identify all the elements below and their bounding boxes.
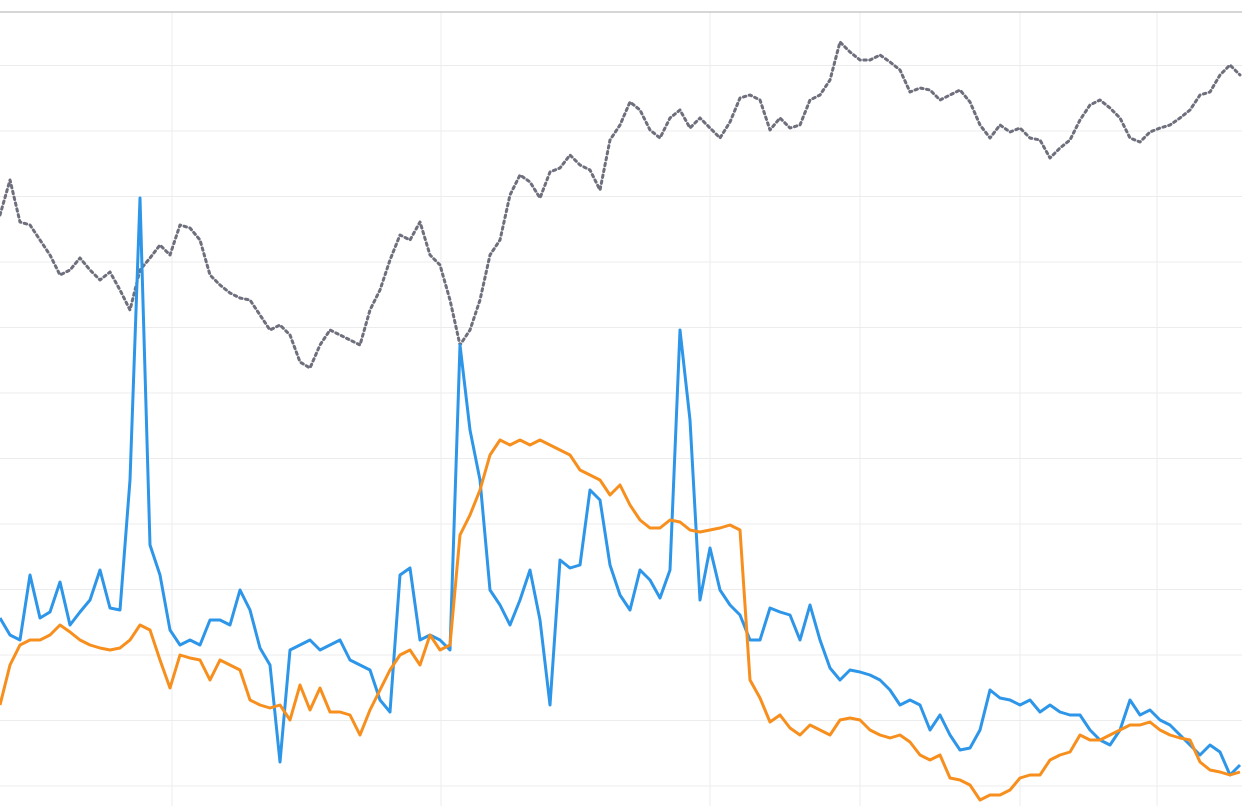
series-group <box>0 40 1242 802</box>
series-line <box>0 40 1242 370</box>
series-line <box>0 438 1241 802</box>
series-line <box>0 196 1242 777</box>
